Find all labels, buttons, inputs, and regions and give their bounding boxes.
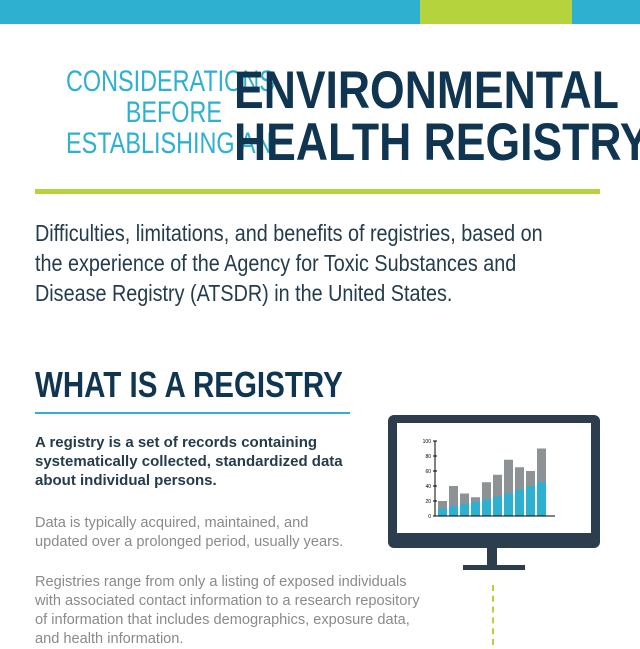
text-line: with associated contact information to a… — [35, 593, 420, 609]
bar-total — [449, 486, 458, 516]
bar-total — [482, 482, 491, 516]
y-tick-label: 40 — [425, 484, 431, 490]
section-underline — [35, 412, 350, 414]
kicker-line: ESTABLISHING AN — [66, 127, 273, 160]
subtitle-line: Disease Registry (ATSDR) in the United S… — [35, 280, 453, 306]
text-line: systematically collected, standardized d… — [35, 453, 343, 470]
subtitle: Difficulties, limitations, and benefits … — [35, 218, 625, 308]
bar-highlight — [537, 482, 546, 516]
text-line: A registry is a set of records containin… — [35, 434, 318, 451]
text-line: of information that includes demographic… — [35, 612, 410, 628]
y-tick-label: 100 — [423, 439, 432, 445]
top-bar-blue-left — [0, 0, 420, 24]
bar-highlight — [460, 504, 469, 516]
bar-highlight — [504, 493, 513, 516]
y-tick-label: 20 — [425, 499, 431, 505]
y-tick-label: 60 — [425, 469, 431, 475]
monitor-base — [463, 565, 525, 570]
y-tick-label: 80 — [425, 454, 431, 460]
page-title-line-2: HEALTH REGISTRY — [234, 113, 640, 172]
title-divider — [35, 189, 600, 194]
bar-highlight — [449, 506, 458, 516]
page-title-line-1: ENVIRONMENTAL — [234, 61, 620, 120]
top-bar-green — [420, 0, 572, 24]
monitor-neck — [487, 548, 497, 565]
text-line: Data is typically acquired, maintained, … — [35, 515, 309, 531]
subtitle-line: Difficulties, limitations, and benefits … — [35, 220, 543, 246]
bar-highlight — [515, 489, 524, 516]
subtitle-line: the experience of the Agency for Toxic S… — [35, 250, 517, 276]
bar-highlight — [471, 501, 480, 516]
bar-highlight — [482, 499, 491, 516]
section-heading: WHAT IS A REGISTRY — [35, 364, 343, 405]
paragraph-registry-range: Registries range from only a listing of … — [35, 573, 495, 649]
y-tick-label: 0 — [428, 514, 431, 520]
dashed-connector — [492, 585, 494, 645]
top-bar-blue-right — [572, 0, 640, 24]
bar-total — [493, 474, 502, 516]
text-line: updated over a prolonged period, usually… — [35, 534, 344, 550]
bar-chart: 0 20 40 60 80 100 — [423, 439, 555, 520]
bar-highlight — [493, 496, 502, 516]
kicker-line: BEFORE — [125, 96, 222, 129]
bar-highlight — [438, 508, 447, 516]
kicker-line: CONSIDERATIONS — [66, 65, 275, 98]
text-line: about individual persons. — [35, 472, 217, 489]
bar-highlight — [526, 486, 535, 516]
title-kicker: CONSIDERATIONS BEFORE ESTABLISHING AN — [22, 65, 275, 160]
paragraph-data-acquisition: Data is typically acquired, maintained, … — [35, 514, 495, 552]
definition-text: A registry is a set of records containin… — [35, 433, 365, 490]
text-line: Registries range from only a listing of … — [35, 574, 407, 590]
bar-total — [504, 459, 513, 516]
